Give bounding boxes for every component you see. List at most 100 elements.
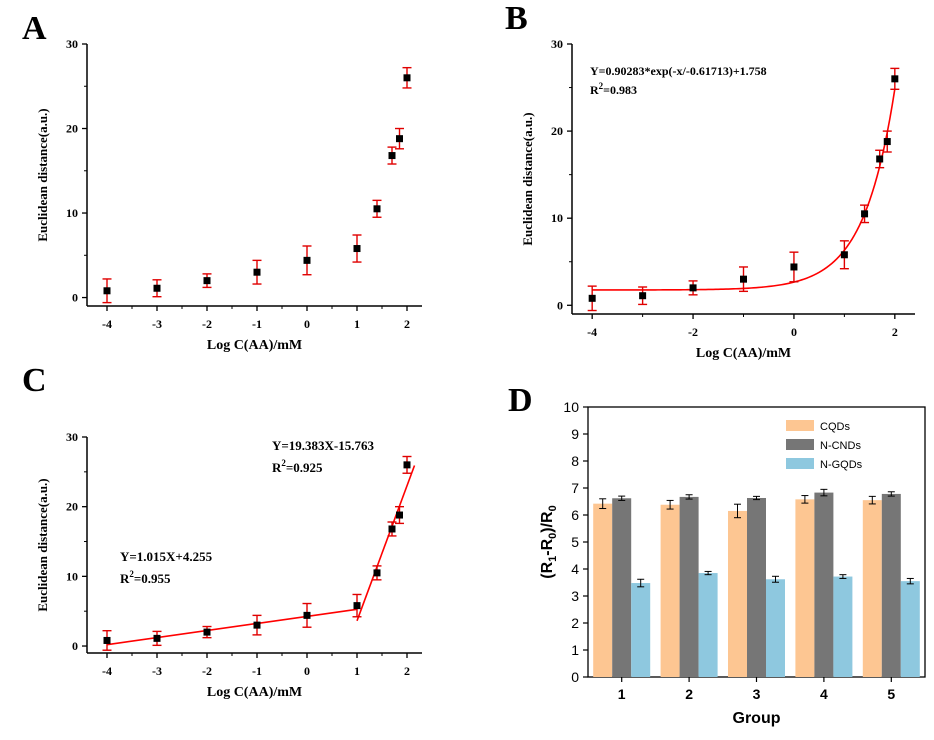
data-point <box>883 138 891 146</box>
x-tick-label: -1 <box>252 664 262 678</box>
bar-n-cnds <box>612 498 632 677</box>
y-tick-label: 30 <box>66 37 78 51</box>
x-tick-label: 0 <box>791 325 797 339</box>
bar-n-cnds <box>814 492 834 677</box>
legend-swatch <box>786 458 814 469</box>
x-tick-label: -2 <box>688 325 698 339</box>
legend-label: N-CNDs <box>820 440 861 452</box>
panel-letter-c: C <box>22 362 47 399</box>
fit-r-squared: R2=0.925 <box>272 458 323 475</box>
bar-cqds <box>862 500 882 677</box>
data-point <box>153 284 161 292</box>
x-tick-label: -2 <box>202 664 212 678</box>
data-point <box>103 287 111 295</box>
panel-letter-d: D <box>508 382 533 419</box>
x-tick-label: 5 <box>887 686 895 702</box>
bar-n-gqds <box>631 583 651 677</box>
x-tick-label: -4 <box>102 317 112 331</box>
y-tick-label: 0 <box>72 639 78 653</box>
legend-swatch <box>786 420 814 431</box>
fit-r-squared: R2=0.955 <box>120 569 171 586</box>
x-axis-label: Group <box>733 710 781 727</box>
legend-swatch <box>786 439 814 450</box>
data-point <box>639 292 647 300</box>
data-point <box>689 284 697 292</box>
chart-panel-a: 0 10 20 30 -4 -3 -2 -1 0 1 2 Log C(AA)/mM Euclidean … <box>35 37 422 353</box>
x-tick-label: -4 <box>587 325 597 339</box>
y-tick-label: 5 <box>571 534 579 550</box>
y-tick-label: 1 <box>571 642 579 658</box>
chart-panel-b: 0 10 20 30 -4 -2 0 2 Log C(AA)/mM Euclidean dista… <box>520 37 915 361</box>
y-tick-label: 20 <box>66 122 78 136</box>
bar-cqds <box>728 510 747 677</box>
x-tick-label: 2 <box>892 325 898 339</box>
y-tick-label: 8 <box>571 453 579 469</box>
data-point <box>740 275 747 283</box>
data-point <box>103 636 111 644</box>
linear-fit-high <box>356 465 416 622</box>
bar-cqds <box>660 504 680 677</box>
data-point <box>253 621 261 629</box>
y-tick-label: 4 <box>571 561 579 577</box>
y-axis-label: (R1-R0)/R0 <box>539 505 559 578</box>
data-point <box>153 634 161 642</box>
x-tick-label: 2 <box>404 317 410 331</box>
data-point <box>396 135 403 143</box>
x-axis-label: Log C(AA)/mM <box>696 346 791 361</box>
bar-n-cnds <box>747 497 766 677</box>
x-tick-label: 1 <box>618 686 626 702</box>
x-tick-label: -2 <box>202 317 212 331</box>
panel-letter-b: B <box>505 0 528 37</box>
data-point <box>876 155 884 163</box>
x-tick-label: 1 <box>354 664 360 678</box>
chart-panel-d: 0 1 2 3 4 5 6 7 8 9 10 1 2 3 4 5 Group (R1-R0)/R0 CQDs N-CN… <box>539 399 926 727</box>
bar-n-gqds <box>833 576 853 677</box>
y-tick-label: 10 <box>66 206 78 220</box>
data-point <box>403 461 411 469</box>
data-point <box>396 511 403 519</box>
y-tick-label: 3 <box>571 588 579 604</box>
x-tick-label: -1 <box>252 317 262 331</box>
y-tick-label: 10 <box>551 211 563 225</box>
data-point <box>353 245 361 253</box>
y-tick-label: 10 <box>66 569 78 583</box>
data-point <box>891 75 899 83</box>
y-tick-label: 2 <box>571 615 579 631</box>
x-tick-label: 4 <box>820 686 828 702</box>
y-tick-label: 9 <box>571 426 579 442</box>
y-axis-label: Euclidean distance(a.u.) <box>35 108 50 241</box>
legend-label: CQDs <box>820 421 850 433</box>
data-point <box>303 256 311 264</box>
fit-equation: Y=19.383X-15.763 <box>272 438 375 453</box>
y-tick-label: 0 <box>72 291 78 305</box>
y-tick-label: 0 <box>557 298 563 312</box>
x-tick-label: 2 <box>685 686 693 702</box>
x-tick-label: -3 <box>152 317 162 331</box>
legend-label: N-GQDs <box>820 459 863 471</box>
data-point <box>861 210 869 218</box>
bar-n-gqds <box>698 573 718 677</box>
x-tick-label: 3 <box>753 686 761 702</box>
data-point <box>253 268 261 276</box>
x-tick-label: -3 <box>152 664 162 678</box>
x-axis-label: Log C(AA)/mM <box>207 338 302 353</box>
fit-equation: Y=0.90283*exp(-x/-0.61713)+1.758 <box>590 64 767 78</box>
y-axis-label: Euclidean distance(a.u.) <box>35 478 50 611</box>
x-tick-label: 0 <box>304 317 310 331</box>
fit-equation: Y=1.015X+4.255 <box>120 549 213 564</box>
data-point <box>303 611 311 619</box>
bar-cqds <box>593 503 613 677</box>
x-tick-label: 2 <box>404 664 410 678</box>
data-point <box>403 74 411 82</box>
y-tick-label: 10 <box>563 399 579 415</box>
data-point <box>388 152 396 160</box>
x-tick-label: 1 <box>354 317 360 331</box>
y-tick-label: 30 <box>66 430 78 444</box>
bar-n-gqds <box>766 579 785 677</box>
bar-cqds <box>795 499 815 677</box>
data-point <box>203 628 211 636</box>
panel-letter-a: A <box>22 10 47 47</box>
bar-n-cnds <box>881 493 901 677</box>
data-point <box>203 277 211 285</box>
x-tick-label: -4 <box>102 664 112 678</box>
